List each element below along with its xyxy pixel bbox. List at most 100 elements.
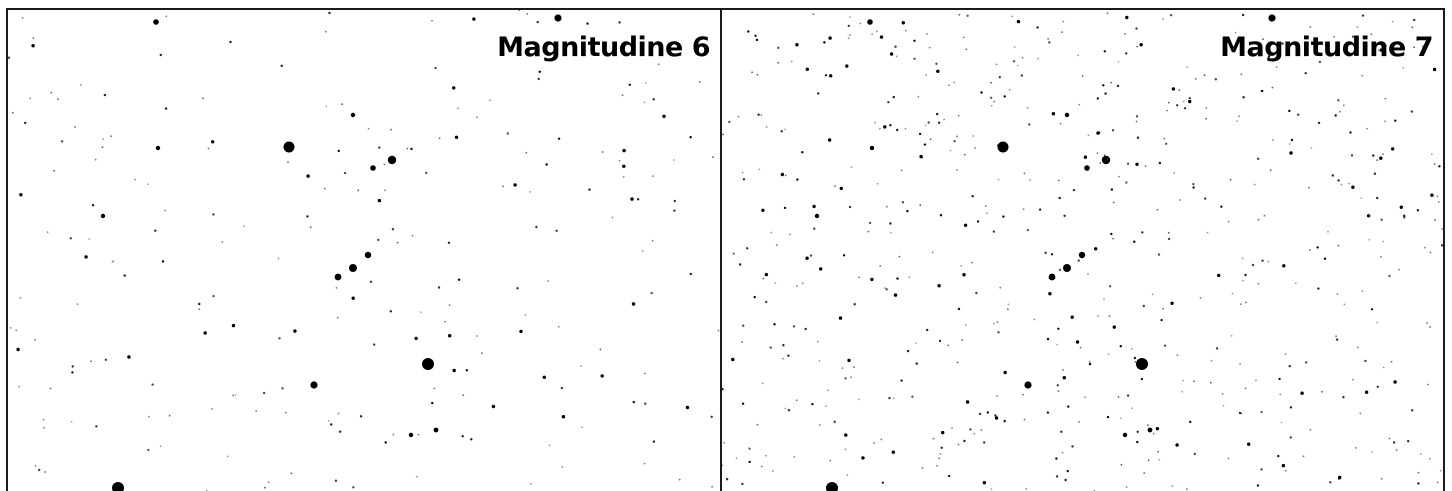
star-mag7 bbox=[1402, 66, 1405, 69]
star-mag7 bbox=[1112, 237, 1114, 240]
star-mag7 bbox=[893, 293, 898, 297]
star-mag6 bbox=[134, 178, 136, 181]
star-mag7 bbox=[891, 450, 895, 454]
star-mag7 bbox=[980, 429, 983, 432]
star-mag7 bbox=[1432, 67, 1437, 72]
star-mag7 bbox=[1356, 346, 1359, 349]
star-mag7 bbox=[1022, 208, 1025, 211]
star-mag7 bbox=[1124, 33, 1126, 35]
star-mag7 bbox=[892, 397, 895, 400]
star-mag7 bbox=[784, 407, 787, 410]
star-mag7 bbox=[1162, 307, 1164, 310]
star-mag6 bbox=[535, 225, 538, 229]
bright-star-mag6 bbox=[310, 381, 318, 389]
star-mag7 bbox=[908, 276, 911, 279]
star-mag7 bbox=[1278, 377, 1281, 381]
star-mag7 bbox=[1242, 279, 1244, 282]
star-mag7 bbox=[1182, 379, 1184, 382]
star-mag7 bbox=[774, 282, 777, 285]
star-mag7 bbox=[1206, 231, 1209, 234]
star-mag7 bbox=[1029, 179, 1031, 181]
star-mag7 bbox=[958, 13, 961, 16]
star-mag6 bbox=[221, 241, 224, 243]
star-mag7 bbox=[1160, 318, 1163, 322]
star-mag7 bbox=[1117, 61, 1120, 63]
star-mag7 bbox=[1326, 44, 1329, 47]
star-mag7 bbox=[889, 124, 892, 127]
star-mag6 bbox=[154, 229, 157, 232]
star-mag7 bbox=[780, 172, 785, 177]
star-mag7 bbox=[1416, 209, 1420, 212]
star-mag7 bbox=[1170, 301, 1174, 305]
star-mag7 bbox=[992, 230, 995, 233]
star-mag7 bbox=[956, 135, 958, 138]
star-mag7 bbox=[1281, 463, 1286, 468]
star-mag6 bbox=[95, 425, 98, 428]
star-mag7 bbox=[1135, 27, 1138, 30]
star-mag7 bbox=[1433, 163, 1436, 165]
star-mag6 bbox=[50, 91, 53, 94]
star-mag6 bbox=[90, 360, 92, 363]
star-mag7 bbox=[964, 324, 967, 326]
star-mag7 bbox=[1217, 273, 1221, 278]
star-mag7 bbox=[876, 182, 879, 185]
star-mag6 bbox=[698, 81, 701, 83]
star-mag6 bbox=[502, 185, 504, 188]
star-mag7 bbox=[1133, 240, 1136, 243]
star-mag6 bbox=[231, 323, 236, 328]
star-mag7 bbox=[804, 327, 807, 331]
star-mag7 bbox=[1058, 268, 1062, 271]
star-mag7 bbox=[1352, 378, 1354, 381]
star-mag7 bbox=[947, 474, 951, 478]
star-mag7 bbox=[1364, 359, 1367, 363]
star-mag7 bbox=[1135, 120, 1138, 123]
star-mag7 bbox=[883, 125, 887, 129]
star-mag7 bbox=[1084, 396, 1087, 398]
star-mag6 bbox=[600, 374, 604, 378]
star-mag7 bbox=[1111, 129, 1115, 132]
star-mag7 bbox=[1407, 440, 1410, 443]
star-mag7 bbox=[915, 342, 918, 344]
bright-star-mag6 bbox=[364, 251, 372, 259]
star-mag7 bbox=[1309, 26, 1312, 28]
star-mag7 bbox=[975, 291, 978, 295]
star-mag7 bbox=[1050, 253, 1054, 256]
star-mag7 bbox=[985, 205, 987, 207]
star-mag6 bbox=[15, 329, 18, 332]
star-mag7 bbox=[1238, 115, 1240, 118]
star-mag7 bbox=[1335, 338, 1339, 341]
star-mag7 bbox=[1136, 45, 1138, 48]
star-mag7 bbox=[795, 43, 799, 47]
star-mag6 bbox=[164, 107, 168, 110]
star-mag7 bbox=[1238, 411, 1242, 415]
star-mag7 bbox=[722, 133, 724, 136]
star-mag7 bbox=[760, 114, 763, 116]
star-mag7 bbox=[1055, 457, 1058, 460]
star-mag7 bbox=[996, 395, 999, 397]
star-mag7 bbox=[1261, 259, 1264, 262]
star-mag7 bbox=[994, 414, 997, 417]
star-mag7 bbox=[769, 346, 772, 349]
star-mag6 bbox=[419, 311, 422, 314]
star-mag7 bbox=[1260, 410, 1263, 414]
star-mag7 bbox=[1410, 110, 1413, 113]
star-mag7 bbox=[1403, 214, 1406, 217]
bright-star-mag6 bbox=[153, 19, 159, 25]
star-mag7 bbox=[850, 166, 853, 169]
star-mag7 bbox=[1077, 54, 1080, 57]
star-mag7 bbox=[1192, 186, 1195, 189]
star-mag6 bbox=[287, 161, 289, 164]
star-mag7 bbox=[1284, 469, 1287, 472]
star-mag6 bbox=[547, 280, 550, 282]
star-mag7 bbox=[1240, 73, 1243, 76]
star-mag7 bbox=[1275, 66, 1278, 69]
star-mag7 bbox=[1011, 15, 1014, 18]
star-mag7 bbox=[1399, 205, 1403, 209]
star-mag7 bbox=[1135, 115, 1139, 118]
star-mag7 bbox=[1204, 197, 1207, 200]
star-mag7 bbox=[1103, 154, 1106, 157]
star-mag6 bbox=[202, 97, 204, 100]
star-mag7 bbox=[1147, 459, 1150, 462]
star-mag7 bbox=[753, 295, 756, 299]
star-mag6 bbox=[49, 387, 52, 390]
